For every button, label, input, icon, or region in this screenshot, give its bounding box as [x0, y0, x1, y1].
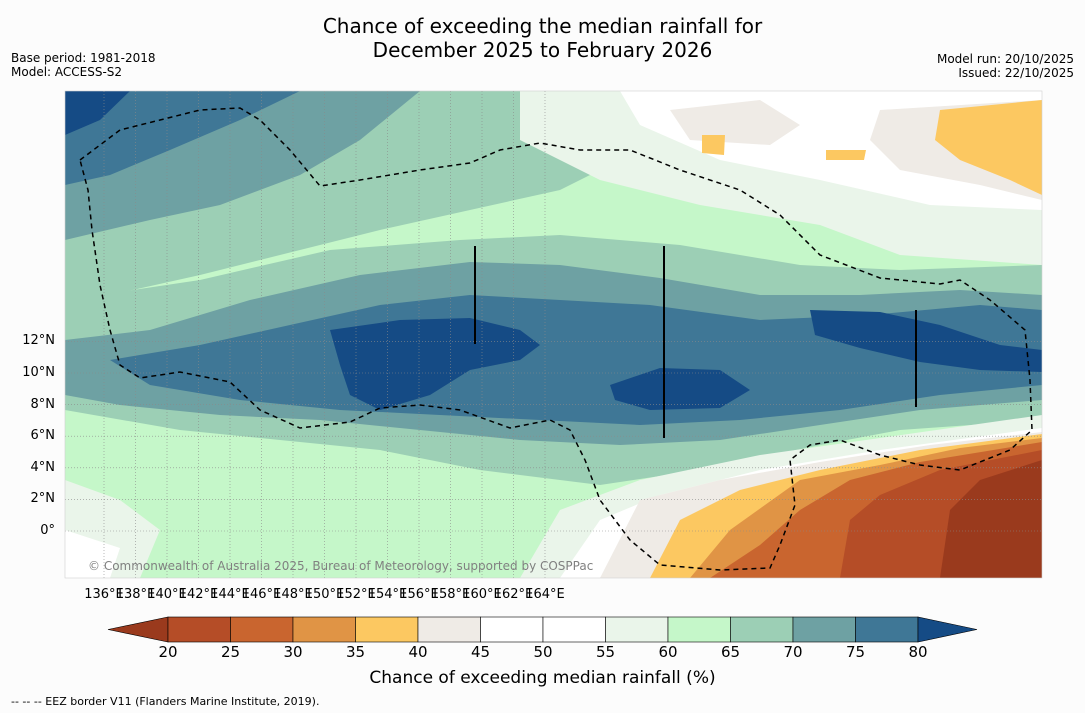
colorbar-segment — [167, 616, 231, 643]
longitude-label: 162°E — [493, 587, 534, 602]
colorbar-tick-label: 65 — [720, 643, 741, 661]
longitude-label: 142°E — [178, 587, 219, 602]
longitude-label: 154°E — [367, 587, 408, 602]
colorbar-segment — [792, 616, 856, 643]
colorbar-tick-label: 80 — [908, 643, 928, 661]
colorbar-segment — [730, 616, 794, 643]
longitude-label: 146°E — [241, 587, 282, 602]
rainfall-field — [65, 91, 1042, 578]
band-80-main — [110, 295, 1042, 425]
map-title: Chance of exceeding the median rainfall … — [0, 14, 1085, 62]
colorbar-segment — [230, 616, 294, 643]
longitude-label: 148°E — [273, 587, 313, 602]
issued-date: Issued: 22/10/2025 — [958, 66, 1074, 80]
colorbar-tick-label: 25 — [220, 643, 241, 661]
colorbar-segment — [417, 616, 481, 643]
colorbar-tick-label: 75 — [845, 643, 866, 661]
longitude-label: 136°E — [84, 587, 124, 602]
longitude-label: 160°E — [462, 587, 502, 602]
colorbar-segment — [542, 616, 606, 643]
latitude-label: 6°N — [30, 428, 56, 444]
band-80-nw — [65, 91, 300, 185]
longitude-label: 144°E — [210, 587, 250, 602]
colorbar-extend-low — [107, 616, 169, 643]
colorbar-tick-label: 55 — [595, 643, 616, 661]
longitude-label: 152°E — [336, 587, 376, 602]
colorbar-tick-label: 70 — [783, 643, 803, 661]
latitude-label: 12°N — [22, 333, 55, 349]
latitude-label: 0° — [40, 523, 55, 538]
map-frame — [64, 90, 1043, 579]
band-85-nw — [65, 91, 130, 135]
band-40-small-2 — [826, 150, 866, 160]
band-45-north — [670, 100, 800, 145]
copyright-note: © Commonwealth of Australia 2025, Bureau… — [88, 559, 594, 573]
longitude-label: 138°E — [115, 587, 156, 602]
band-85-core-west — [330, 318, 540, 410]
colorbar-extend-high — [917, 616, 978, 643]
eez-legend-note: -- -- -- EEZ border V11 (Flanders Marine… — [11, 695, 320, 708]
colorbar-segment — [605, 616, 669, 643]
meta-right: Model run: 20/10/2025 Issued: 22/10/2025 — [937, 52, 1074, 80]
longitude-label: 150°E — [304, 587, 345, 602]
base-period: Base period: 1981-2018 — [11, 51, 156, 65]
colorbar-tick-label: 60 — [658, 643, 678, 661]
model-name: Model: ACCESS-S2 — [11, 65, 123, 79]
colorbar-tick-label: 45 — [470, 643, 491, 661]
band-20-south — [940, 460, 1042, 578]
colorbar-tick-label: 35 — [345, 643, 366, 661]
colorbar-tick-label: 30 — [283, 643, 303, 661]
model-run: Model run: 20/10/2025 — [936, 52, 1074, 66]
colorbar — [107, 616, 978, 643]
latitude-label: 2°N — [30, 491, 56, 507]
meta-left: Base period: 1981-2018 Model: ACCESS-S2 — [11, 51, 156, 79]
title-line-1: Chance of exceeding the median rainfall … — [322, 14, 763, 38]
gridlines — [65, 91, 1042, 578]
band-85-core-center — [610, 368, 750, 410]
band-50-sw — [65, 530, 120, 578]
longitude-label: 158°E — [430, 587, 471, 602]
eez-border — [79, 107, 1033, 571]
colorbar-tick-label: 20 — [158, 643, 178, 661]
colorbar-segment — [292, 616, 356, 643]
latitude-label: 4°N — [30, 459, 56, 475]
band-40-small — [702, 135, 725, 155]
colorbar-label: Chance of exceeding median rainfall (%) — [369, 668, 716, 688]
longitude-label: 156°E — [399, 587, 439, 602]
longitude-label: 140°E — [147, 587, 187, 602]
latitude-label: 10°N — [22, 365, 55, 380]
band-40-ne — [935, 100, 1042, 195]
colorbar-segment — [667, 616, 731, 643]
longitude-label: 164°E — [525, 587, 565, 602]
colorbar-tick-label: 40 — [408, 643, 428, 661]
colorbar-tick-label: 50 — [533, 643, 553, 661]
band-85-core-east — [810, 310, 1042, 372]
latitude-label: 8°N — [30, 396, 56, 412]
colorbar-segment — [355, 616, 419, 643]
colorbar-segment — [855, 616, 919, 643]
colorbar-segment — [480, 616, 544, 643]
title-line-2: December 2025 to February 2026 — [372, 38, 713, 62]
